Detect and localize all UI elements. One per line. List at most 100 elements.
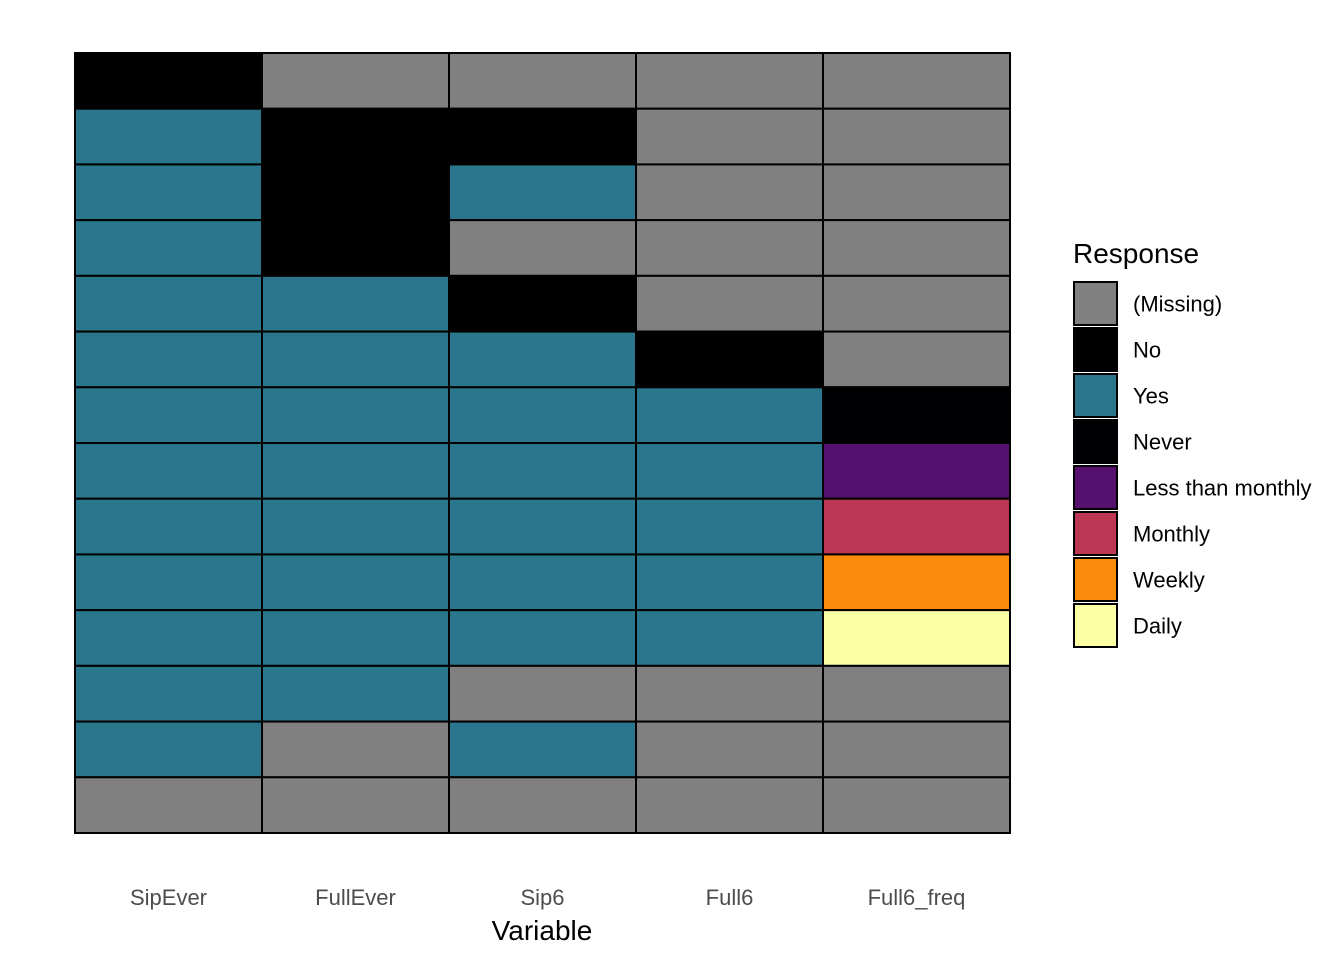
x-tick-label: Full6: [706, 885, 754, 910]
heatmap-cell: [74, 776, 263, 834]
heatmap-cell: [448, 330, 637, 389]
legend-entry: Weekly: [1073, 557, 1205, 602]
legend-swatch: [1073, 465, 1118, 510]
heatmap-cell: [448, 52, 637, 110]
heatmap-cell: [822, 219, 1011, 277]
heatmap-cell: [74, 609, 263, 667]
heatmap-cell: [635, 497, 824, 556]
heatmap-cell: [448, 497, 637, 556]
heatmap-cell: [822, 330, 1011, 389]
heatmap-cell: [822, 274, 1011, 333]
heatmap-cell: [261, 553, 450, 612]
heatmap-cell: [635, 386, 824, 444]
x-tick-labels: SipEver FullEver Sip6 Full6 Full6_freq: [130, 885, 965, 910]
heatmap-cell: [822, 442, 1011, 500]
legend-label: Yes: [1133, 384, 1169, 409]
heatmap-cell: [635, 330, 824, 389]
heatmap-cell: [448, 219, 637, 277]
heatmap-cell: [448, 664, 637, 723]
heatmap-cell: [822, 386, 1011, 444]
legend-entry: Less than monthly: [1073, 465, 1312, 510]
legend-label: Daily: [1133, 614, 1182, 639]
legend-entry: (Missing): [1073, 281, 1222, 326]
legend-title: Response: [1073, 238, 1199, 269]
legend-label: Never: [1133, 430, 1192, 455]
heatmap-cell: [822, 720, 1011, 779]
legend-label: Weekly: [1133, 568, 1205, 593]
heatmap-cell: [74, 274, 263, 333]
heatmap-cell: [448, 553, 637, 612]
heatmap-cell: [74, 219, 263, 277]
heatmap-cell: [74, 52, 263, 110]
legend-swatch: [1073, 327, 1118, 372]
heatmap-cell: [74, 107, 263, 166]
heatmap-cell: [448, 386, 637, 444]
heatmap-cell: [74, 386, 263, 444]
heatmap-cell: [635, 609, 824, 667]
heatmap-cell: [822, 497, 1011, 556]
legend: Response (Missing) No Yes Never Less than mo…: [1073, 238, 1312, 648]
heatmap-cell: [261, 107, 450, 166]
heatmap-cell: [261, 219, 450, 277]
heatmap-cell: [635, 219, 824, 277]
heatmap-cell: [261, 52, 450, 110]
heatmap-cell: [635, 776, 824, 834]
heatmap-cell: [261, 163, 450, 222]
legend-entry: No: [1073, 327, 1161, 372]
heatmap-cell: [261, 720, 450, 779]
heatmap-cell: [822, 776, 1011, 834]
heatmap-cell: [822, 107, 1011, 166]
legend-entry: Daily: [1073, 603, 1182, 648]
heatmap-cell: [448, 107, 637, 166]
heatmap-cell: [261, 664, 450, 723]
heatmap-cell: [822, 609, 1011, 667]
heatmap-cell: [261, 330, 450, 389]
heatmap-cell: [448, 609, 637, 667]
legend-entry: Never: [1073, 419, 1192, 464]
heatmap-cell: [822, 664, 1011, 723]
legend-label: (Missing): [1133, 292, 1222, 317]
heatmap-cell: [822, 163, 1011, 222]
heatmap-cell: [261, 274, 450, 333]
x-axis-title: Variable: [492, 915, 593, 946]
heatmap-cell: [635, 274, 824, 333]
heatmap-cell: [635, 720, 824, 779]
heatmap-cell: [448, 776, 637, 834]
legend-swatch: [1073, 419, 1118, 464]
legend-entry: Monthly: [1073, 511, 1210, 556]
legend-label: No: [1133, 338, 1161, 363]
heatmap-cell: [635, 553, 824, 612]
heatmap-cell: [635, 107, 824, 166]
heatmap-cell: [635, 442, 824, 500]
heatmap-cell: [448, 442, 637, 500]
heatmap-cell: [261, 442, 450, 500]
heatmap-cell: [448, 274, 637, 333]
heatmap-cell: [448, 720, 637, 779]
heatmap-cell: [74, 664, 263, 723]
heatmap-cell: [635, 664, 824, 723]
heatmap-cell: [74, 330, 263, 389]
legend-items: (Missing) No Yes Never Less than monthly Mont…: [1073, 281, 1312, 648]
heatmap-cell: [74, 497, 263, 556]
legend-swatch: [1073, 511, 1118, 556]
legend-swatch: [1073, 603, 1118, 648]
heatmap-cell: [822, 553, 1011, 612]
x-tick-label: FullEver: [315, 885, 396, 910]
heatmap-cell: [261, 609, 450, 667]
x-tick-label: SipEver: [130, 885, 207, 910]
heatmap-cell: [74, 720, 263, 779]
heatmap-cell: [261, 776, 450, 834]
legend-label: Less than monthly: [1133, 476, 1312, 501]
heatmap-cell: [448, 163, 637, 222]
x-tick-label: Full6_freq: [868, 885, 966, 910]
heatmap-cell: [822, 52, 1011, 110]
heatmap-cell: [635, 52, 824, 110]
x-tick-label: Sip6: [520, 885, 564, 910]
heatmap-cell: [261, 386, 450, 444]
heatmap-cell: [261, 497, 450, 556]
legend-swatch: [1073, 281, 1118, 326]
legend-entry: Yes: [1073, 373, 1169, 418]
legend-swatch: [1073, 557, 1118, 602]
heatmap-cell: [74, 553, 263, 612]
